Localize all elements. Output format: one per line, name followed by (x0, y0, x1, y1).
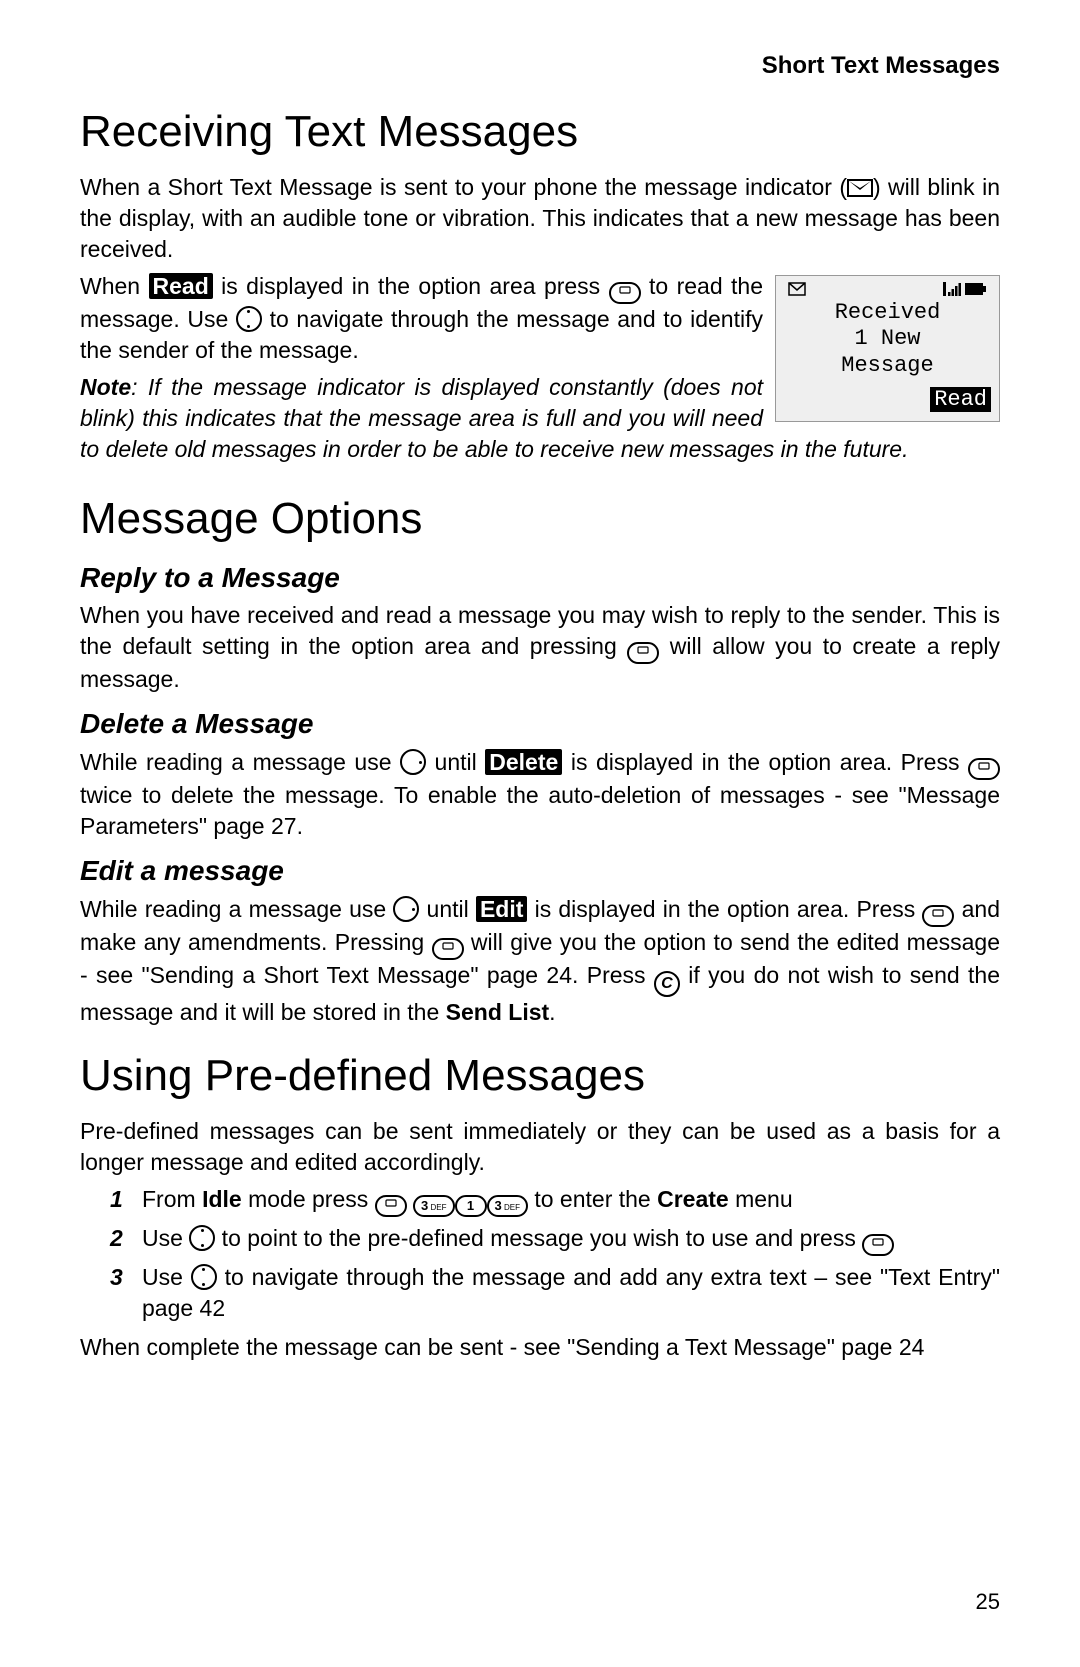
softkey-icon (968, 758, 1000, 780)
nav-updown-icon (189, 1225, 215, 1251)
running-header: Short Text Messages (80, 50, 1000, 82)
softkey-icon (862, 1234, 894, 1256)
softkey-icon (432, 938, 464, 960)
key-3def: 3 DEF (487, 1195, 528, 1217)
para-receiving-1: When a Short Text Message is sent to you… (80, 172, 1000, 265)
softkey-icon (922, 905, 954, 927)
heading-edit: Edit a message (80, 852, 1000, 890)
para-delete: While reading a message use until Delete… (80, 747, 1000, 842)
phone-softkey: Read (784, 387, 991, 413)
message-indicator-icon (847, 179, 873, 197)
page-number: 25 (976, 1587, 1000, 1617)
heading-receiving: Receiving Text Messages (80, 102, 1000, 161)
battery-icon (965, 283, 987, 295)
nav-right-icon (393, 896, 419, 922)
nav-right-icon (400, 749, 426, 775)
step-2: 2 Use to point to the pre-defined messag… (110, 1223, 1000, 1256)
steps-list: 1 From Idle mode press 3 DEF13 DEF to en… (110, 1184, 1000, 1324)
nav-updown-icon (191, 1264, 217, 1290)
manual-page: Short Text Messages Receiving Text Messa… (0, 0, 1080, 1667)
heading-options: Message Options (80, 489, 1000, 548)
phone-line-3: Message (784, 353, 991, 379)
step-1: 1 From Idle mode press 3 DEF13 DEF to en… (110, 1184, 1000, 1217)
delete-label: Delete (485, 749, 562, 775)
phone-line-1: Received (784, 300, 991, 326)
step-3: 3 Use to navigate through the message an… (110, 1262, 1000, 1324)
phone-status-bar (784, 282, 991, 300)
para-predef-closing: When complete the message can be sent - … (80, 1332, 1000, 1363)
heading-predef: Using Pre-defined Messages (80, 1046, 1000, 1105)
edit-label: Edit (476, 896, 527, 922)
para-edit: While reading a message use until Edit i… (80, 894, 1000, 1028)
phone-line-2: 1 New (784, 326, 991, 352)
key-3def: 3 DEF (413, 1195, 454, 1217)
nav-updown-icon (236, 306, 262, 332)
para-predef-intro: Pre-defined messages can be sent immedia… (80, 1116, 1000, 1178)
softkey-icon (375, 1195, 407, 1217)
heading-reply: Reply to a Message (80, 559, 1000, 597)
envelope-status-icon (788, 282, 806, 296)
para-reply: When you have received and read a messag… (80, 600, 1000, 695)
softkey-icon (627, 642, 659, 664)
signal-icon (943, 282, 961, 296)
key-1: 1 (455, 1195, 487, 1217)
c-key-icon: C (654, 971, 680, 997)
heading-delete: Delete a Message (80, 705, 1000, 743)
read-label: Read (149, 273, 213, 299)
softkey-icon (609, 282, 641, 304)
phone-screen-illustration: Received 1 New Message Read (775, 275, 1000, 423)
